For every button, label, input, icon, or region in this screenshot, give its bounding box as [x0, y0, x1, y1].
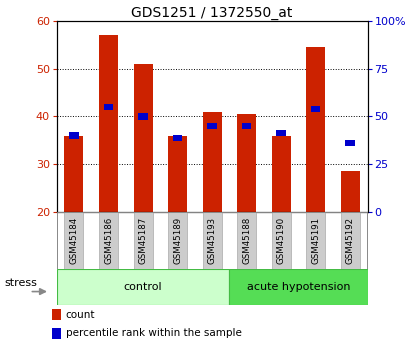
Text: GSM45187: GSM45187 — [139, 217, 147, 264]
Text: GSM45189: GSM45189 — [173, 217, 182, 264]
Bar — [306, 47, 325, 212]
Bar — [168, 136, 187, 212]
Bar — [237, 212, 256, 269]
Text: GSM45190: GSM45190 — [277, 217, 286, 264]
Bar — [52, 309, 60, 321]
Text: GSM45188: GSM45188 — [242, 217, 251, 264]
Text: GSM45184: GSM45184 — [69, 217, 79, 264]
Bar — [104, 104, 113, 110]
Bar — [242, 123, 252, 129]
Bar — [276, 130, 286, 136]
Text: GSM45186: GSM45186 — [104, 217, 113, 264]
Text: control: control — [124, 282, 163, 292]
Title: GDS1251 / 1372550_at: GDS1251 / 1372550_at — [131, 6, 293, 20]
Bar — [65, 212, 84, 269]
Bar — [99, 35, 118, 212]
Text: acute hypotension: acute hypotension — [247, 282, 350, 292]
Bar — [341, 212, 360, 269]
Bar — [341, 171, 360, 212]
Bar — [134, 64, 152, 212]
Bar — [311, 106, 320, 112]
Bar — [229, 269, 368, 305]
Bar — [168, 212, 187, 269]
Bar — [138, 113, 148, 120]
Bar — [346, 140, 355, 146]
Bar — [52, 328, 60, 339]
Text: GSM45192: GSM45192 — [346, 217, 355, 264]
Bar — [134, 212, 152, 269]
Bar — [57, 269, 229, 305]
Bar — [69, 132, 79, 139]
Text: GSM45193: GSM45193 — [207, 217, 217, 264]
Bar — [237, 114, 256, 212]
Text: percentile rank within the sample: percentile rank within the sample — [66, 328, 241, 338]
Bar — [65, 136, 84, 212]
Bar — [272, 136, 291, 212]
Bar — [173, 135, 182, 141]
Bar — [99, 212, 118, 269]
Bar — [272, 212, 291, 269]
Bar — [202, 112, 222, 212]
Bar — [207, 123, 217, 129]
Text: count: count — [66, 310, 95, 320]
Text: stress: stress — [5, 278, 37, 288]
Bar — [202, 212, 222, 269]
Text: GSM45191: GSM45191 — [311, 217, 320, 264]
Bar — [306, 212, 325, 269]
